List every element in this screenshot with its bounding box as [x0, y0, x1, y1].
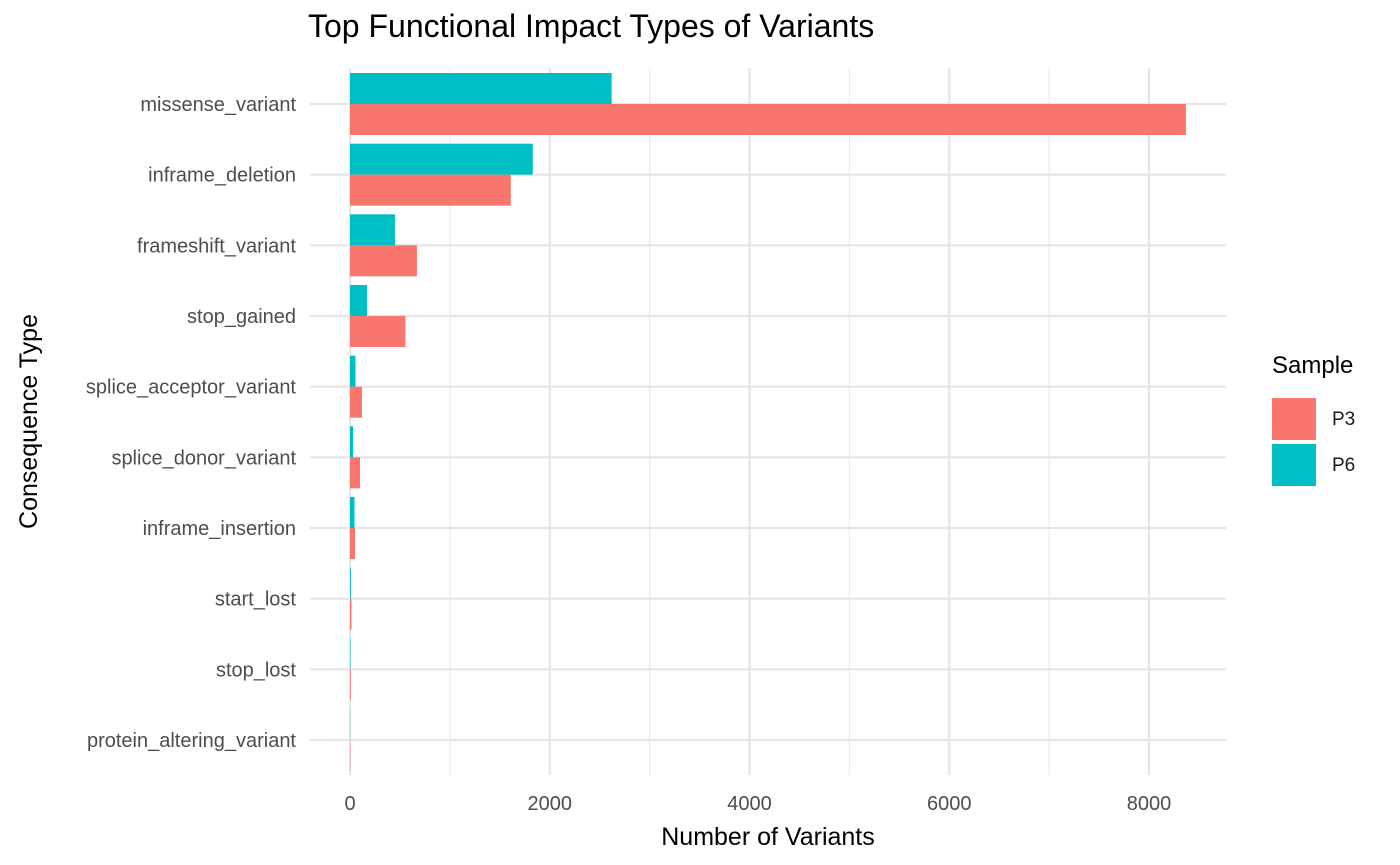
y-tick-label: inframe_deletion	[148, 165, 296, 187]
bar-p3	[350, 104, 1186, 135]
legend-key-p3	[1272, 398, 1316, 440]
bar-p6	[350, 73, 612, 104]
y-tick-label: protein_altering_variant	[87, 730, 296, 752]
y-tick-label: start_lost	[215, 589, 297, 611]
y-tick-label: missense_variant	[140, 94, 296, 116]
bar-p3	[350, 669, 351, 701]
bar-p6	[350, 214, 395, 246]
bar-p6	[350, 567, 351, 599]
bar-p6	[350, 355, 356, 387]
bar-p6	[350, 285, 367, 316]
y-tick-label: frameshift_variant	[137, 235, 296, 257]
legend-key-p6	[1272, 444, 1316, 486]
chart-title: Top Functional Impact Types of Variants	[308, 8, 875, 44]
y-tick-label: splice_donor_variant	[111, 447, 296, 469]
bar-p3	[350, 245, 417, 277]
y-tick-label: stop_lost	[216, 659, 296, 681]
x-tick-label: 0	[344, 793, 355, 815]
y-axis-title: Consequence Type	[15, 314, 43, 529]
bar-p3	[350, 598, 352, 630]
bar-p6	[350, 143, 533, 175]
x-tick-label: 8000	[1127, 793, 1172, 815]
x-tick-label: 2000	[528, 793, 573, 815]
bar-p3	[350, 528, 355, 559]
x-axis-title: Number of Variants	[661, 823, 875, 851]
legend-label-p6: P6	[1332, 455, 1356, 476]
x-tick-label: 6000	[927, 793, 972, 815]
x-tick-label: 4000	[727, 793, 772, 815]
bar-p3	[350, 386, 362, 418]
legend-label-p3: P3	[1332, 409, 1356, 430]
bar-p3	[350, 316, 406, 347]
y-tick-label: splice_acceptor_variant	[86, 377, 297, 399]
bar-p6	[350, 497, 355, 528]
bar-p6	[350, 426, 353, 458]
y-tick-label: inframe_insertion	[143, 518, 296, 540]
y-tick-label: stop_gained	[187, 306, 296, 328]
bar-p3	[350, 457, 360, 489]
legend-title: Sample	[1272, 352, 1354, 379]
bar-p3	[350, 174, 511, 206]
